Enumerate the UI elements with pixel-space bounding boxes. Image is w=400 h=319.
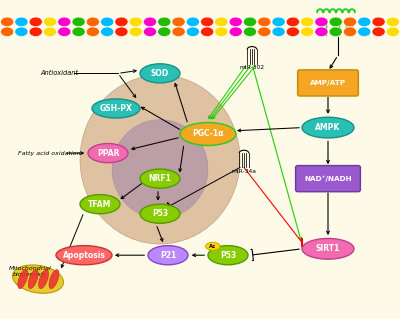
Ellipse shape [372,27,385,36]
FancyBboxPatch shape [298,70,358,96]
Ellipse shape [286,27,300,36]
Ellipse shape [12,265,64,293]
Text: Ac: Ac [209,244,216,249]
Text: Mitochondrial
biogenesis: Mitochondrial biogenesis [9,266,51,277]
Ellipse shape [302,238,354,259]
Text: LGR4: LGR4 [329,0,351,1]
Text: SIRT1: SIRT1 [316,244,340,253]
Ellipse shape [140,169,180,188]
Ellipse shape [144,17,156,26]
Ellipse shape [29,27,42,36]
Ellipse shape [386,27,400,36]
Text: AMPK: AMPK [315,123,341,132]
Ellipse shape [229,17,242,26]
Ellipse shape [302,117,354,138]
Ellipse shape [186,27,200,36]
Ellipse shape [172,17,185,26]
Ellipse shape [272,17,285,26]
Ellipse shape [140,64,180,83]
Ellipse shape [49,270,59,289]
Ellipse shape [58,17,71,26]
Ellipse shape [206,242,220,250]
Ellipse shape [158,27,171,36]
Text: TFAM: TFAM [88,200,112,209]
Ellipse shape [329,27,342,36]
Ellipse shape [244,17,256,26]
Ellipse shape [172,27,185,36]
Ellipse shape [112,120,208,219]
Text: SOD: SOD [151,69,169,78]
Ellipse shape [258,17,271,26]
Text: Apoptosis: Apoptosis [62,251,106,260]
Ellipse shape [44,17,56,26]
Ellipse shape [100,27,114,36]
Ellipse shape [140,204,180,223]
Ellipse shape [272,27,285,36]
Ellipse shape [286,17,300,26]
Ellipse shape [244,27,256,36]
Ellipse shape [229,27,242,36]
Text: AMP/ATP: AMP/ATP [310,80,346,86]
Text: PPAR: PPAR [97,149,119,158]
Ellipse shape [80,195,120,214]
Ellipse shape [144,27,156,36]
Ellipse shape [148,246,188,265]
Ellipse shape [0,27,14,36]
Text: Fatty acid oxidation: Fatty acid oxidation [18,151,81,156]
Ellipse shape [15,17,28,26]
Ellipse shape [38,270,49,289]
Ellipse shape [358,17,371,26]
Ellipse shape [300,27,314,36]
Text: PGC-1α: PGC-1α [192,130,224,138]
Ellipse shape [58,27,71,36]
Text: miR-34a: miR-34a [232,169,256,174]
Ellipse shape [258,27,271,36]
Ellipse shape [72,27,85,36]
Ellipse shape [186,17,200,26]
Ellipse shape [372,17,385,26]
Ellipse shape [300,17,314,26]
Ellipse shape [386,17,400,26]
Ellipse shape [92,99,140,118]
Ellipse shape [180,122,236,145]
Ellipse shape [115,17,128,26]
Ellipse shape [315,17,328,26]
Ellipse shape [44,27,56,36]
Ellipse shape [215,27,228,36]
Text: NAD⁺/NADH: NAD⁺/NADH [304,175,352,182]
Ellipse shape [208,246,248,265]
Text: P53: P53 [220,251,236,260]
Text: GSH-PX: GSH-PX [100,104,132,113]
Ellipse shape [88,144,128,163]
FancyBboxPatch shape [296,166,360,192]
Ellipse shape [358,27,371,36]
Text: P21: P21 [160,251,176,260]
Ellipse shape [18,270,28,289]
Ellipse shape [158,17,171,26]
Ellipse shape [315,27,328,36]
Ellipse shape [129,17,142,26]
Ellipse shape [100,17,114,26]
Ellipse shape [215,17,228,26]
Ellipse shape [56,246,112,265]
Ellipse shape [344,17,356,26]
Text: NRF1: NRF1 [148,174,172,183]
Ellipse shape [28,270,38,289]
Ellipse shape [86,17,100,26]
Ellipse shape [29,17,42,26]
Ellipse shape [15,27,28,36]
Ellipse shape [329,17,342,26]
Ellipse shape [200,27,214,36]
Text: Antioxidant: Antioxidant [40,70,78,76]
Ellipse shape [344,27,356,36]
Ellipse shape [0,17,14,26]
Ellipse shape [115,27,128,36]
Ellipse shape [86,27,100,36]
Ellipse shape [80,75,240,244]
Text: P53: P53 [152,209,168,218]
Ellipse shape [72,17,85,26]
Text: miR-302: miR-302 [240,65,264,70]
Ellipse shape [129,27,142,36]
Ellipse shape [200,17,214,26]
